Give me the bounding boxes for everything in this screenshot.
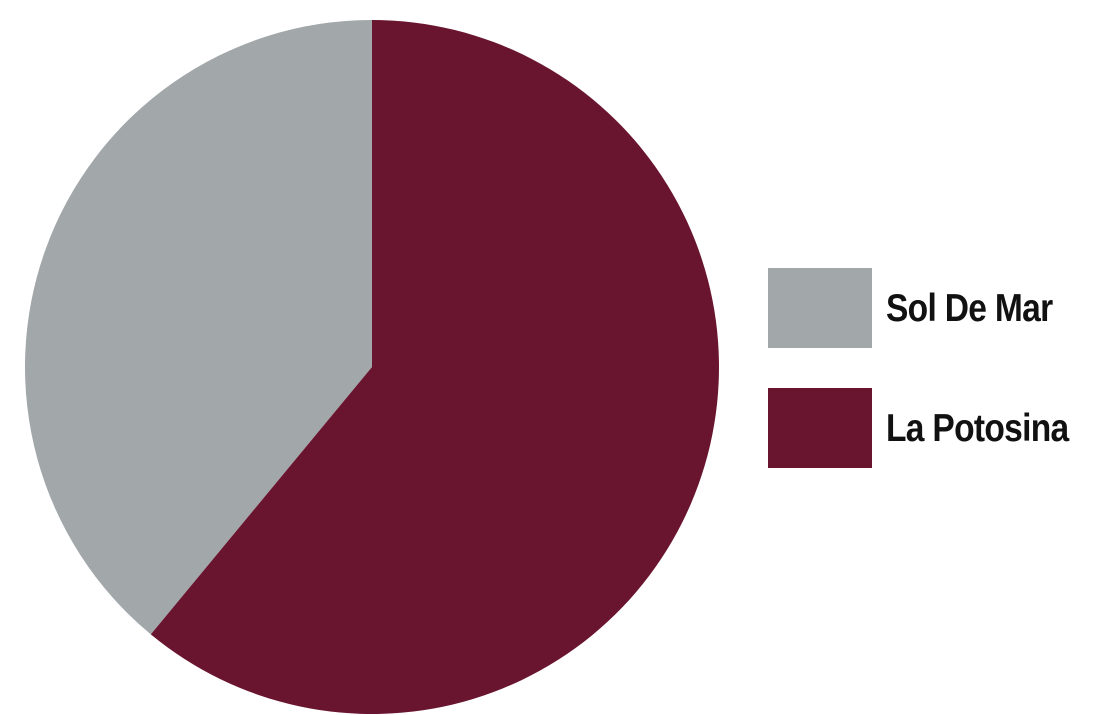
- chart-legend: Sol De Mar La Potosina: [768, 268, 1108, 468]
- legend-item-sol-de-mar: Sol De Mar: [768, 268, 1108, 348]
- pie-slice-sol-de-mar: [24, 20, 372, 635]
- legend-item-la-potosina: La Potosina: [768, 388, 1108, 468]
- legend-label-sol-de-mar: Sol De Mar: [886, 286, 1053, 330]
- pie-slice-la-potosina: [150, 20, 719, 714]
- legend-swatch-sol-de-mar: [768, 268, 872, 348]
- legend-swatch-la-potosina: [768, 388, 872, 468]
- legend-label-la-potosina: La Potosina: [886, 406, 1069, 450]
